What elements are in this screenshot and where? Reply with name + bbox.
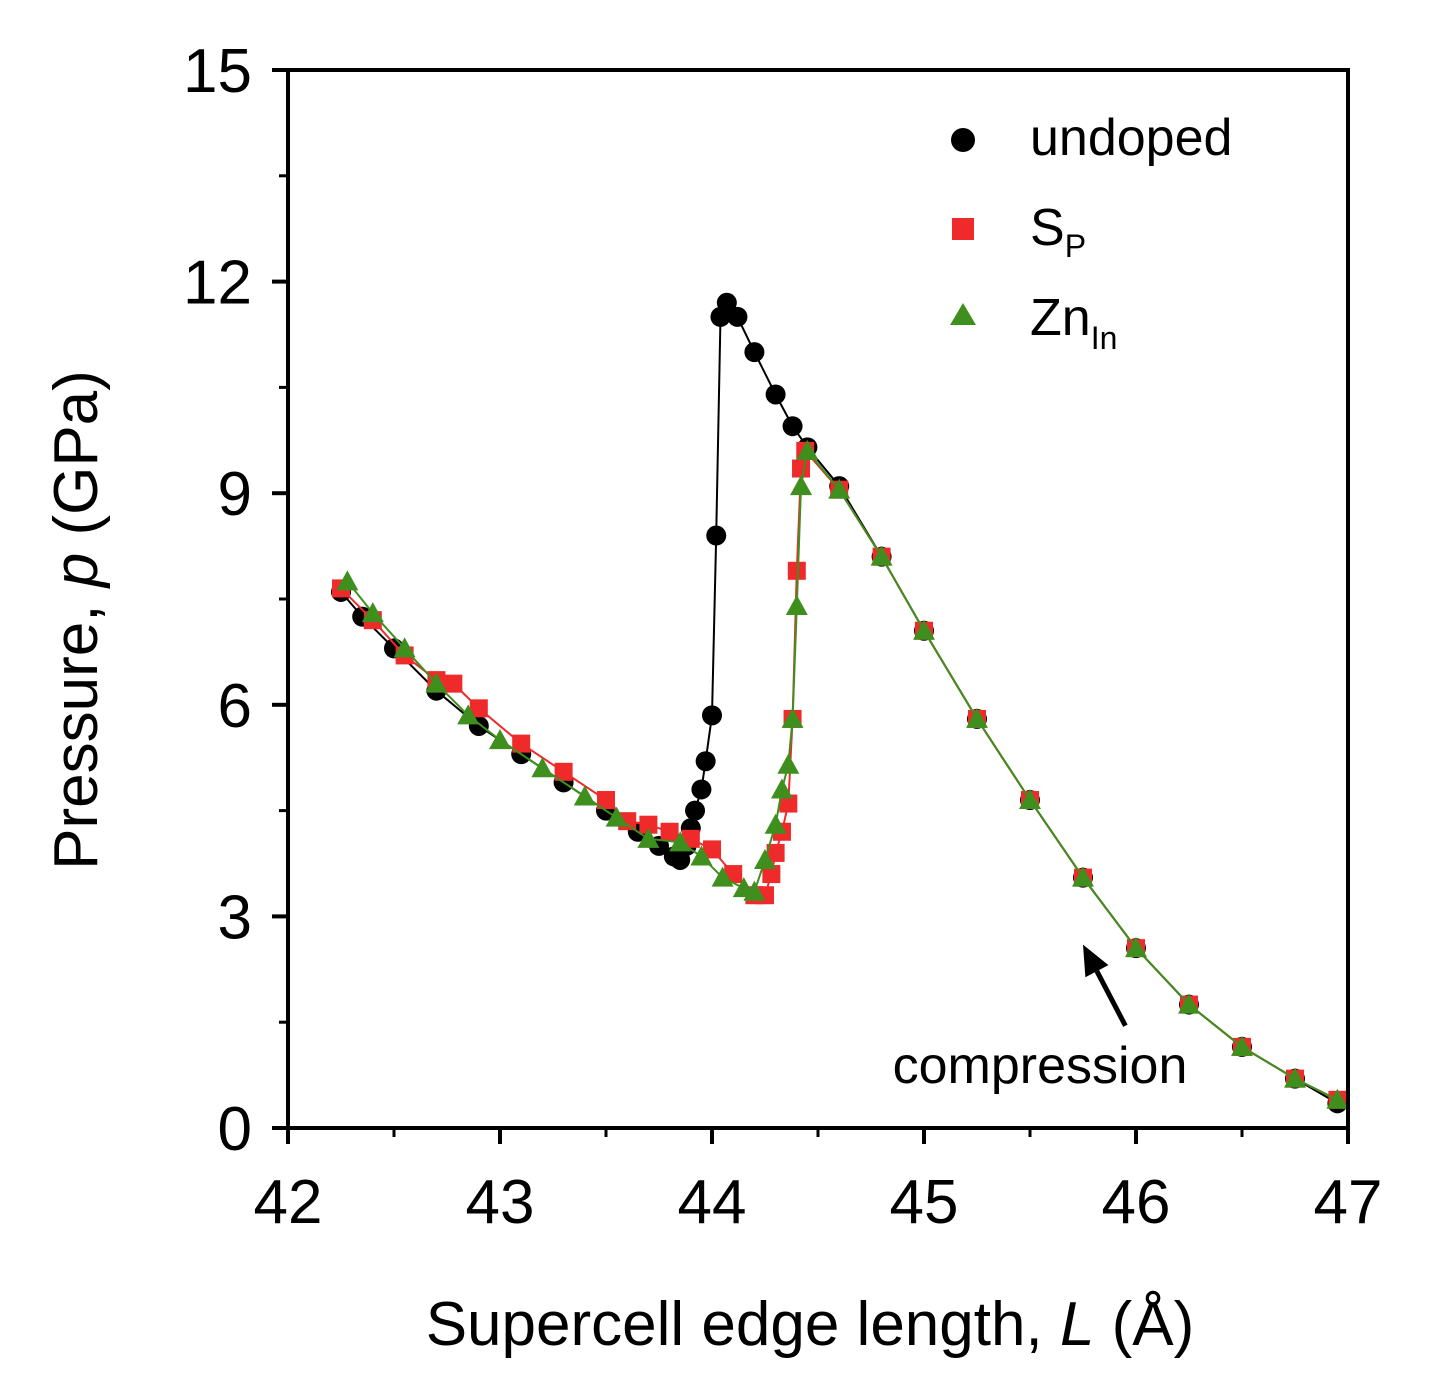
data-point-ZnIn (781, 707, 804, 728)
series-ZnIn (336, 439, 1349, 1109)
legend-marker-znin (950, 303, 976, 325)
data-point-SP (792, 459, 811, 478)
data-point-ZnIn (754, 848, 776, 869)
series-layer (331, 292, 1349, 1114)
data-point-undoped (765, 384, 786, 405)
data-point-undoped (744, 342, 765, 363)
data-point-SP (444, 674, 463, 693)
compression-arrow-head (1083, 944, 1109, 978)
data-point-ZnIn (1072, 866, 1094, 887)
x-tick-label: 42 (254, 1168, 323, 1237)
data-point-undoped (685, 800, 706, 821)
series-line-undoped (340, 300, 1338, 1105)
legend-marker-undoped (951, 128, 975, 152)
data-point-SP (660, 822, 679, 841)
data-point-ZnIn (605, 806, 628, 827)
x-tick-label: 45 (890, 1168, 959, 1237)
compression-annotation: compression (893, 944, 1188, 1095)
data-point-SP (469, 699, 488, 718)
data-point-ZnIn (790, 475, 813, 496)
x-tick-label: 44 (678, 1168, 747, 1237)
data-point-ZnIn (1326, 1088, 1349, 1109)
legend-label-undoped: undoped (1030, 109, 1232, 167)
y-tick-label: 12 (183, 249, 252, 318)
x-tick-label: 46 (1102, 1168, 1171, 1237)
data-point-ZnIn (336, 570, 359, 591)
data-point-SP (639, 815, 658, 834)
y-tick-label: 6 (218, 672, 252, 741)
data-point-undoped (691, 779, 712, 800)
y-tick-label: 0 (218, 1095, 252, 1164)
data-point-ZnIn (770, 778, 793, 799)
data-point-undoped (695, 751, 716, 772)
x-tick-label: 43 (466, 1168, 535, 1237)
y-tick-label: 15 (183, 37, 252, 106)
data-point-ZnIn (690, 845, 713, 866)
data-point-ZnIn (785, 595, 808, 616)
data-point-SP (787, 561, 806, 580)
data-point-ZnIn (966, 707, 988, 728)
legend-label-znin: ZnIn (1030, 289, 1117, 356)
data-point-ZnIn (796, 439, 819, 460)
compression-arrow (1094, 970, 1128, 1027)
data-point-ZnIn (425, 672, 448, 693)
data-point-SP (766, 843, 785, 862)
data-point-ZnIn (870, 545, 893, 566)
data-point-ZnIn (457, 704, 480, 725)
x-tick-labels: 42 43 44 45 46 47 (254, 1168, 1383, 1237)
data-point-SP (597, 791, 615, 810)
data-point-SP (779, 794, 798, 813)
data-point-undoped (706, 525, 727, 546)
data-point-undoped (727, 306, 748, 327)
y-tick-label: 9 (218, 460, 252, 529)
data-point-SP (762, 865, 781, 884)
x-tick-label: 47 (1314, 1168, 1383, 1237)
data-point-ZnIn (573, 785, 596, 806)
data-point-ZnIn (913, 619, 935, 640)
legend-marker-sp (952, 218, 974, 240)
compression-label: compression (893, 1037, 1188, 1095)
data-point-ZnIn (743, 880, 766, 901)
data-point-SP (512, 734, 531, 753)
data-point-undoped (702, 705, 722, 726)
legend: undoped SP ZnIn (950, 109, 1232, 356)
data-point-ZnIn (828, 478, 851, 499)
y-axis-title: Pressure, p (GPa) (42, 370, 111, 870)
data-point-ZnIn (531, 757, 554, 778)
y-tick-labels: 0 3 6 9 12 15 (183, 37, 252, 1164)
data-point-ZnIn (489, 729, 511, 750)
data-point-ZnIn (711, 866, 734, 887)
data-point-undoped (782, 416, 803, 437)
data-point-ZnIn (777, 753, 800, 774)
data-point-ZnIn (1231, 1035, 1253, 1056)
data-point-SP (554, 762, 573, 781)
data-point-ZnIn (1178, 993, 1200, 1014)
data-point-ZnIn (361, 602, 384, 623)
data-point-ZnIn (637, 827, 660, 848)
data-point-SP (703, 840, 721, 859)
y-tick-label: 3 (218, 883, 252, 952)
data-point-ZnIn (1125, 937, 1147, 958)
data-point-ZnIn (669, 831, 692, 852)
ticks-layer (272, 68, 1350, 1144)
data-point-ZnIn (1019, 789, 1041, 810)
x-axis-title: Supercell edge length, L (Å) (426, 1290, 1195, 1359)
data-point-ZnIn (1284, 1067, 1306, 1088)
series-line-ZnIn (346, 448, 1338, 1101)
legend-label-sp: SP (1030, 199, 1086, 264)
data-point-ZnIn (764, 813, 787, 834)
plot-frame (286, 68, 1350, 1130)
data-point-undoped (716, 292, 737, 313)
data-point-ZnIn (393, 637, 416, 658)
